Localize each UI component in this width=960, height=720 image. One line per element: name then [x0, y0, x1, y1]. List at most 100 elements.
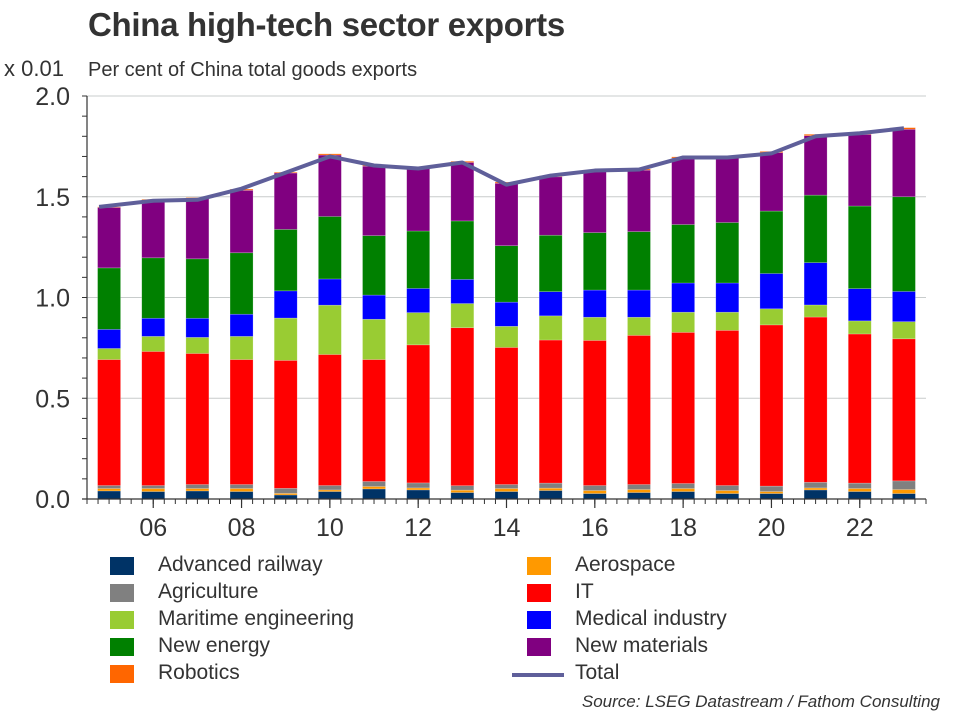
bar-segment-medical-industry [318, 278, 342, 306]
bar-segment-aerospace [538, 487, 563, 491]
bar-segment-new-materials [892, 128, 916, 198]
bar-segment-advanced-railway [627, 492, 651, 500]
bar-segment-new-energy [803, 194, 828, 263]
bar-segment-maritime-engineering [671, 311, 695, 333]
bar-segment-maritime-engineering [847, 320, 872, 335]
bar-segment-maritime-engineering [538, 315, 563, 341]
bar-segment-new-energy [627, 231, 651, 291]
bar-segment-advanced-railway [583, 493, 607, 500]
bar-segment-maritime-engineering [229, 336, 254, 360]
x-tick-label: 16 [581, 514, 609, 542]
bar-segment-medical-industry [406, 288, 430, 313]
bar-segment-advanced-railway [450, 492, 475, 500]
legend-label: Medical industry [575, 607, 727, 630]
x-tick-label: 20 [758, 514, 786, 542]
legend-label: Total [575, 661, 620, 684]
bar-segment-maritime-engineering [318, 304, 342, 355]
x-tick-label: 22 [846, 514, 874, 542]
bar-segment-it [97, 359, 121, 486]
y-tick-label: 1.0 [35, 285, 70, 313]
bar-segment-medical-industry [97, 329, 121, 349]
bar-segment-aerospace [847, 488, 872, 492]
legend-label: Advanced railway [158, 553, 323, 576]
bar-segment-it [494, 347, 519, 485]
bar-segment-new-materials [362, 165, 386, 236]
bar-segment-it [229, 359, 254, 485]
bar-segment-new-materials [97, 207, 121, 269]
bar-segment-agriculture [97, 485, 121, 489]
x-tick-label: 12 [404, 514, 432, 542]
bar-segment-maritime-engineering [627, 316, 651, 336]
bar-segment-it [671, 332, 695, 484]
bar-segment-new-energy [450, 220, 475, 280]
bar-segment-advanced-railway [362, 488, 386, 500]
bar-segment-new-energy [759, 210, 784, 274]
bar-segment-new-materials [671, 157, 695, 225]
bar-segment-maritime-engineering [406, 312, 430, 346]
bar-segment-agriculture [450, 485, 475, 491]
bar-segment-new-energy [273, 229, 298, 292]
bar-segment-medical-industry [671, 282, 695, 313]
bar-segment-new-energy [847, 205, 872, 289]
legend-swatch [110, 584, 134, 602]
bar-segment-it [583, 340, 607, 486]
bar-segment-medical-industry [538, 291, 563, 317]
bar-segment-it [759, 324, 784, 487]
bar-segment-new-materials [318, 154, 342, 217]
bar-segment-new-materials [847, 134, 872, 207]
legend-swatch [527, 611, 551, 629]
chart-title: China high-tech sector exports [88, 6, 565, 43]
bar-segment-agriculture [406, 482, 430, 489]
bar-segment-new-materials [229, 190, 254, 254]
legend-swatch [527, 557, 551, 575]
legend-swatch [527, 584, 551, 602]
bar-segment-new-materials [450, 162, 475, 222]
y-axis-unit-label: x 0.01 [4, 56, 64, 81]
bar-segment-aerospace [362, 486, 386, 490]
bar-segment-advanced-railway [803, 489, 828, 500]
bar-segment-agriculture [759, 485, 784, 492]
bar-segment-it [627, 335, 651, 485]
bar-segment-advanced-railway [847, 491, 872, 500]
legend-label: New energy [158, 634, 271, 657]
bar-segment-agriculture [229, 484, 254, 489]
legend-swatch [110, 557, 134, 575]
bar-segment-advanced-railway [229, 491, 254, 500]
legend-swatch [110, 611, 134, 629]
y-tick-label: 1.5 [35, 184, 70, 212]
bar-segment-it [892, 338, 916, 482]
bar-segment-aerospace [627, 489, 651, 493]
bar-segment-medical-industry [494, 301, 519, 327]
legend-line-swatch [512, 673, 564, 677]
chart-subtitle: Per cent of China total goods exports [88, 59, 418, 81]
bar-segment-aerospace [229, 488, 254, 492]
bar-segment-maritime-engineering [273, 317, 298, 361]
bar-segment-advanced-railway [494, 491, 519, 500]
bar-segment-new-materials [273, 172, 298, 230]
bar-segment-new-energy [406, 230, 430, 289]
bar-segment-medical-industry [185, 317, 210, 338]
bar-segment-agriculture [583, 485, 607, 491]
bar-segment-new-materials [583, 170, 607, 233]
bar-segment-maritime-engineering [185, 337, 210, 354]
legend-swatch [110, 638, 134, 656]
bar-segment-medical-industry [362, 294, 386, 320]
bar-segment-new-materials [759, 152, 784, 212]
bar-segment-medical-industry [847, 288, 872, 322]
bar-segment-it [538, 339, 563, 484]
legend-label: New materials [575, 634, 709, 657]
bar-segment-maritime-engineering [494, 326, 519, 348]
bar-segment-medical-industry [450, 279, 475, 304]
bar-segment-agriculture [362, 481, 386, 487]
source-note: Source: LSEG Datastream / Fathom Consult… [581, 692, 940, 711]
bar-segment-new-energy [141, 257, 166, 319]
bar-segment-advanced-railway [141, 491, 166, 500]
bar-segment-aerospace [494, 488, 519, 492]
legend-swatch [110, 665, 134, 683]
bar-segment-it [362, 359, 386, 482]
bar-segment-agriculture [141, 485, 166, 489]
bar-segment-new-materials [627, 169, 651, 232]
bar-segment-agriculture [185, 484, 210, 489]
bar-segment-medical-industry [229, 313, 254, 337]
bar-segment-maritime-engineering [450, 303, 475, 329]
